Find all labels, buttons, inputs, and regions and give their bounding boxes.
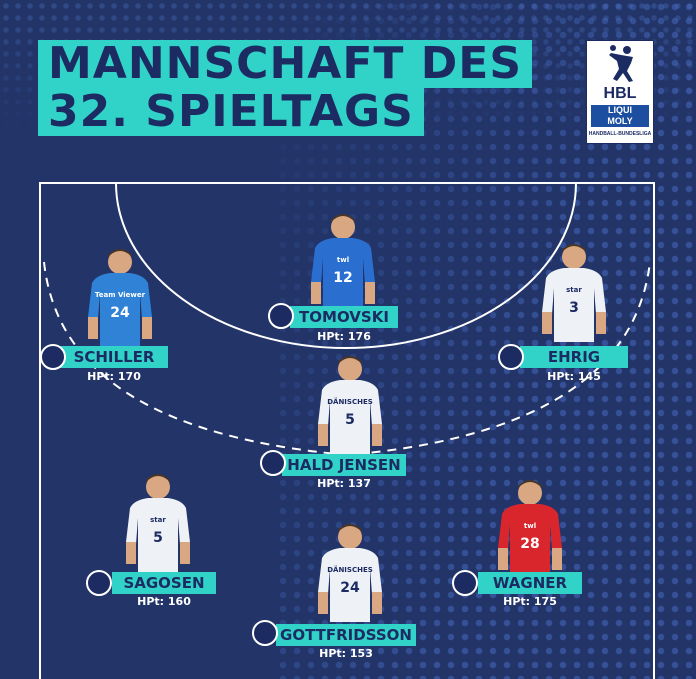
hbl-logo: HBL LIQUI MOLY HANDBALL-BUNDESLIGA	[586, 40, 654, 144]
jersey-number: 24	[110, 305, 130, 321]
player-name-wagner: WAGNER	[478, 572, 582, 594]
jersey-number: 24	[340, 580, 360, 596]
player-points-schiller: HPt: 170	[87, 370, 141, 383]
jersey-number: 28	[520, 536, 539, 552]
jersey-number: 3	[569, 300, 579, 316]
logo-sponsor-line2: MOLY	[607, 116, 633, 126]
thw-kiel-icon	[86, 570, 112, 596]
player-photo-tomovski: 12 twl	[311, 214, 375, 312]
thw-kiel-icon	[498, 344, 524, 370]
shirt-sponsor: DÄNISCHES	[327, 397, 373, 406]
logo-sponsor: LIQUI MOLY	[591, 105, 649, 127]
player-points-hald-jensen: HPt: 137	[317, 477, 371, 490]
player-photo-gottfridsson: 24 DÄNISCHES	[318, 524, 382, 622]
sg-flensburg-handewitt-icon	[252, 620, 278, 646]
player-points-ehrig: HPt: 145	[547, 370, 601, 383]
handball-player-icon	[609, 45, 633, 82]
player-points-sagosen: HPt: 160	[137, 595, 191, 608]
title-line-1: MANNSCHAFT DES	[38, 40, 533, 88]
frisch-auf-goeppingen-icon	[40, 344, 66, 370]
logo-abbr: HBL	[603, 85, 637, 102]
shirt-sponsor: twl	[337, 256, 349, 264]
sg-flensburg-handewitt-icon	[260, 450, 286, 476]
player-name-gottfridsson: GOTTFRIDSSON	[276, 624, 416, 646]
logo-league-name: HANDBALL-BUNDESLIGA	[588, 131, 652, 137]
shirt-sponsor: twl	[524, 522, 536, 530]
mt-melsungen-icon	[452, 570, 478, 596]
player-name-schiller: SCHILLER	[60, 346, 168, 368]
player-photo-sagosen: 5 star	[126, 474, 190, 572]
player-points-gottfridsson: HPt: 153	[319, 647, 373, 660]
shirt-sponsor: star	[566, 286, 582, 294]
player-photo-hald-jensen: 5 DÄNISCHES	[318, 356, 382, 454]
jersey-number: 5	[345, 412, 355, 428]
player-name-hald-jensen: HALD JENSEN	[282, 454, 406, 476]
player-points-wagner: HPt: 175	[503, 595, 557, 608]
jersey-number: 12	[333, 270, 352, 286]
player-photo-wagner: 28 twl	[498, 480, 562, 578]
player-name-tomovski: TOMOVSKI	[290, 306, 398, 328]
shirt-sponsor: DÄNISCHES	[327, 565, 373, 574]
player-name-ehrig: EHRIG	[520, 346, 628, 368]
player-points-tomovski: HPt: 176	[317, 330, 371, 343]
player-photo-schiller: 24 Team Viewer	[88, 249, 152, 347]
title-line-2: 32. SPIELTAGS	[38, 88, 424, 136]
player-name-sagosen: SAGOSEN	[112, 572, 216, 594]
logo-sponsor-line1: LIQUI	[608, 105, 632, 115]
jersey-number: 5	[153, 530, 163, 546]
player-photo-ehrig: 3 star	[542, 244, 606, 342]
shirt-sponsor: Team Viewer	[95, 291, 146, 299]
shirt-sponsor: star	[150, 516, 166, 524]
mt-melsungen-icon	[268, 303, 294, 329]
